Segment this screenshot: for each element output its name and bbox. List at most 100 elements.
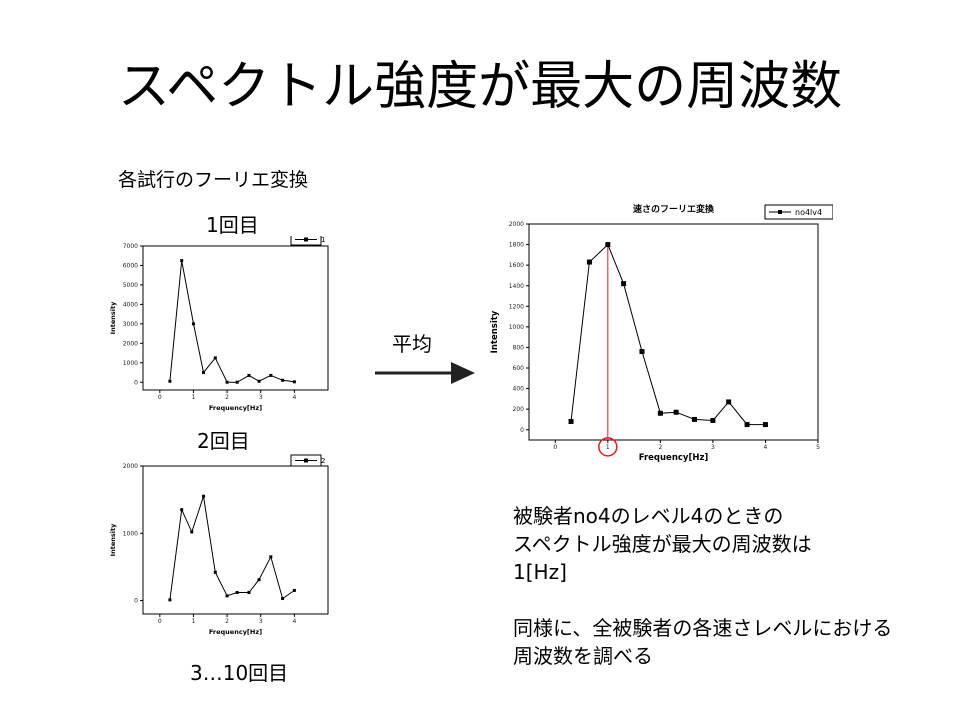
data-point	[202, 370, 206, 374]
data-point	[168, 598, 172, 602]
data-point	[281, 597, 285, 601]
y-tick-label: 1000	[123, 530, 138, 537]
data-point	[257, 578, 261, 582]
y-tick-label: 2000	[123, 463, 138, 470]
x-tick-label: 0	[158, 394, 162, 401]
data-point	[225, 380, 229, 384]
y-tick-label: 2000	[509, 221, 524, 228]
description-line: スペクトル強度が最大の周波数は	[513, 532, 812, 556]
x-tick-label: 1	[192, 618, 196, 625]
description-line: 同様に、全被験者の各速さレベルにおける	[513, 616, 893, 640]
chart-title: 速さのフーリエ変換	[633, 203, 715, 215]
data-point	[726, 399, 732, 405]
average-fft-chart: 速さのフーリエ変換 0 1 2 3 4 5 0 200 400 600 800 1000 1200 1400…	[490, 203, 833, 463]
slide-title: スペクトル強度が最大の周波数	[117, 57, 843, 117]
trial-1-label: 1回目	[206, 213, 259, 237]
y-tick-label: 400	[513, 386, 525, 393]
legend-box	[764, 204, 833, 220]
data-point	[605, 242, 611, 248]
legend-label: 1	[321, 236, 325, 244]
data-point	[235, 590, 239, 594]
description-line	[513, 586, 892, 614]
data-point	[657, 410, 663, 416]
data-point	[586, 259, 592, 265]
plot-frame	[528, 223, 819, 441]
y-tick-label: 1400	[509, 283, 524, 290]
trial-2-chart: 0 1 2 3 4 0 1000 2000 Frequency[Hz] Intensity 2	[109, 454, 329, 636]
data-point	[673, 409, 679, 415]
x-tick-label: 2	[658, 444, 662, 451]
trial-2-label: 2回目	[197, 429, 250, 453]
data-point	[292, 380, 296, 384]
data-point	[269, 373, 273, 377]
legend-marker	[304, 458, 308, 463]
plot-frame	[142, 245, 329, 391]
x-tick-label: 2	[225, 618, 229, 625]
x-axis-label: Frequency[Hz]	[209, 404, 262, 412]
peak-frequency-circle	[598, 437, 618, 457]
description-line: 周波数を調べる	[513, 644, 653, 668]
legend-marker	[778, 210, 782, 214]
data-point	[281, 378, 285, 382]
series-line	[169, 496, 295, 600]
x-tick-label: 5	[816, 444, 820, 451]
y-tick-label: 200	[513, 406, 525, 413]
y-tick-label: 1000	[509, 324, 524, 331]
y-tick-label: 600	[513, 365, 525, 372]
x-tick-label: 4	[292, 618, 296, 625]
x-tick-label: 0	[553, 444, 557, 451]
x-tick-label: 3	[259, 618, 263, 625]
y-tick-label: 0	[520, 427, 524, 434]
data-point	[235, 380, 239, 384]
x-tick-label: 0	[158, 618, 162, 625]
legend-label: no4lv4	[795, 208, 822, 217]
x-axis-label: Frequency[Hz]	[209, 628, 262, 636]
trial-3-10-label: 3…10回目	[190, 661, 289, 685]
legend-label: 2	[321, 457, 325, 465]
fft-per-trial-label: 各試行のフーリエ変換	[118, 169, 309, 191]
data-point	[621, 281, 627, 287]
data-point	[269, 555, 273, 559]
data-point	[710, 417, 716, 423]
y-tick-label: 7000	[123, 243, 138, 250]
data-point	[257, 379, 261, 383]
data-point	[190, 530, 194, 534]
data-point	[168, 379, 172, 383]
data-point	[292, 588, 296, 592]
y-tick-label: 1600	[509, 262, 524, 269]
series-line	[169, 260, 295, 383]
x-tick-label: 3	[259, 394, 263, 401]
average-label: 平均	[392, 332, 432, 356]
y-tick-label: 5000	[123, 282, 138, 289]
description-line: 被験者no4のレベル4のときの	[513, 504, 784, 528]
y-tick-label: 4000	[123, 301, 138, 308]
x-tick-label: 3	[711, 444, 715, 451]
series-line	[570, 243, 766, 426]
y-axis-label: Intensity	[490, 310, 500, 353]
y-tick-label: 0	[134, 598, 138, 605]
right-arrow-icon	[375, 362, 475, 384]
data-point	[247, 373, 251, 377]
y-tick-label: 1000	[123, 360, 138, 367]
data-point	[692, 416, 698, 422]
y-tick-label: 6000	[123, 263, 138, 270]
trial-1-chart: 0 1 2 3 4 0 1000 2000 3000 4000 5000 6000 7000 Freque…	[109, 236, 329, 412]
y-axis-label: Intensity	[109, 523, 117, 556]
x-tick-label: 4	[292, 394, 296, 401]
data-point	[213, 356, 217, 360]
y-tick-label: 0	[134, 379, 138, 386]
y-tick-label: 3000	[123, 321, 138, 328]
y-tick-label: 1200	[509, 303, 524, 310]
x-tick-label: 2	[225, 394, 229, 401]
data-point	[247, 590, 251, 594]
data-point	[202, 494, 206, 498]
data-point	[180, 259, 184, 263]
description-line: 1[Hz]	[513, 560, 567, 584]
description-text: 被験者no4のレベル4のときの スペクトル強度が最大の周波数は 1[Hz] 同様…	[513, 502, 892, 670]
x-axis-label: Frequency[Hz]	[639, 453, 709, 463]
y-tick-label: 1800	[509, 242, 524, 249]
y-tick-label: 2000	[123, 340, 138, 347]
x-tick-label: 1	[606, 444, 610, 451]
legend-marker	[304, 237, 308, 242]
x-tick-label: 4	[764, 444, 768, 451]
